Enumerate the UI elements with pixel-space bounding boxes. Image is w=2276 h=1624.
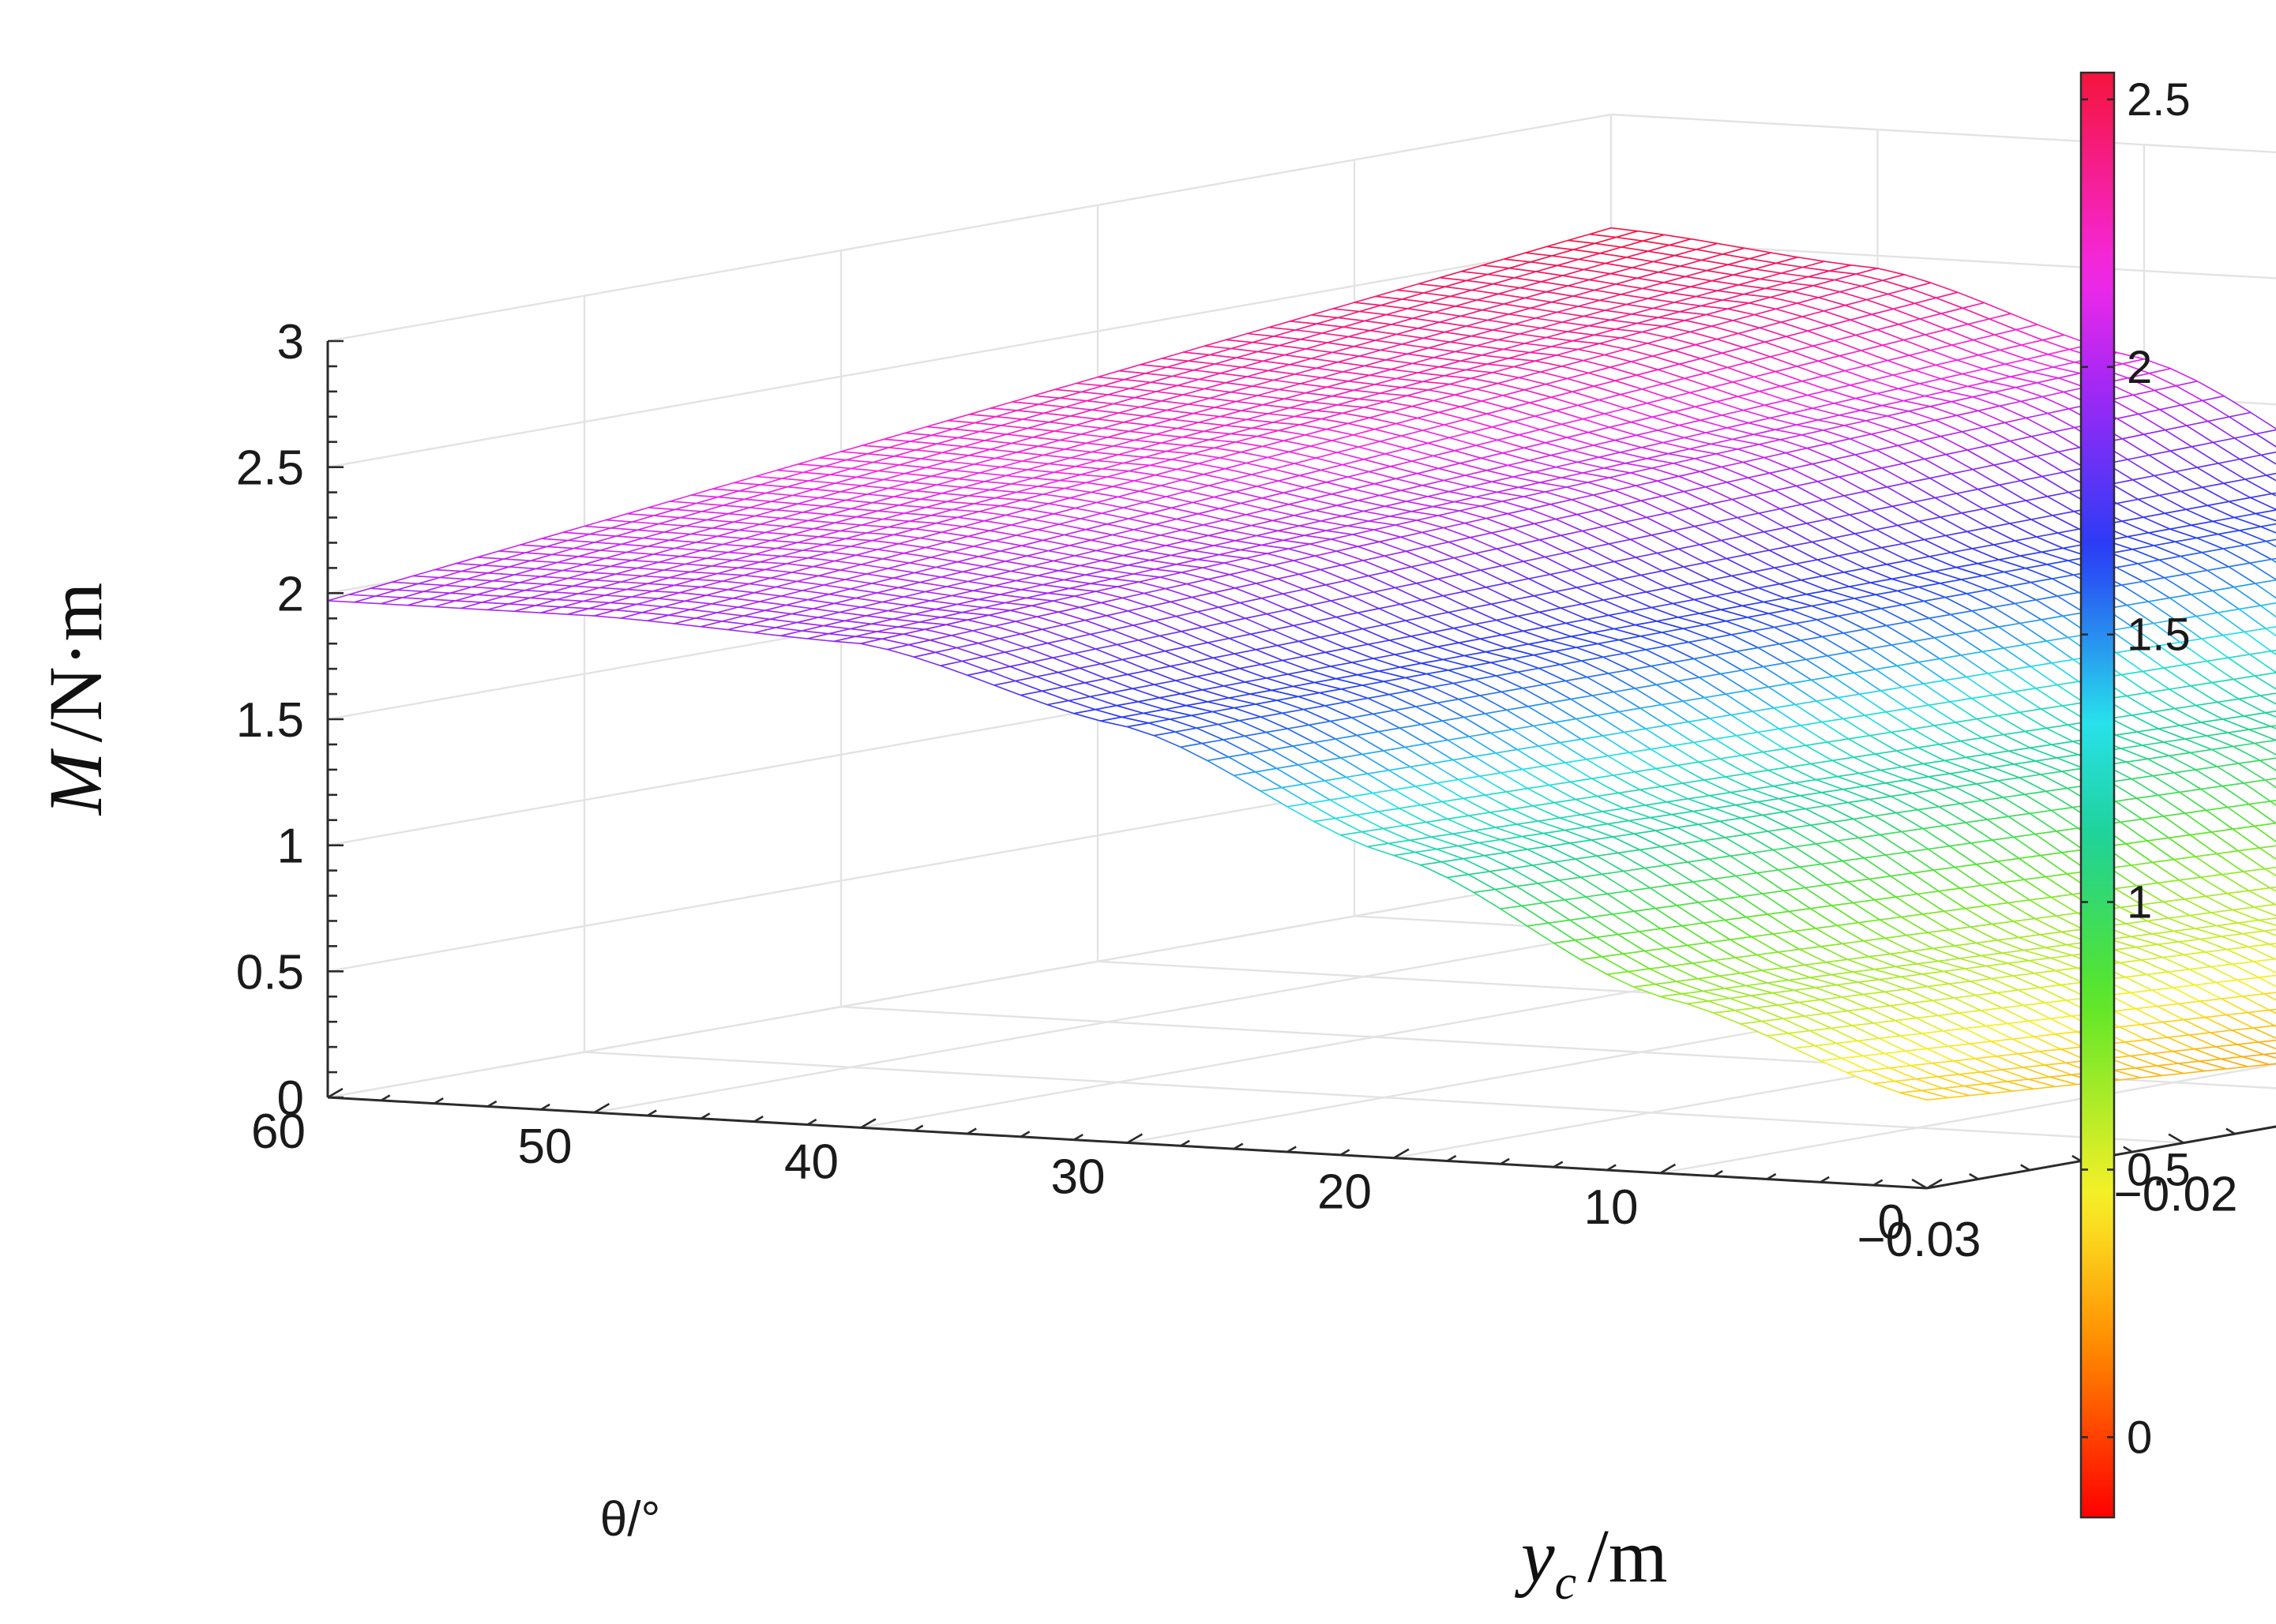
colorbar-bar — [2079, 71, 2116, 1519]
side-wall-gridline — [1610, 239, 2276, 279]
theta-axis-title: θ/° — [600, 1492, 661, 1547]
theta-tick-label: 30 — [1051, 1150, 1106, 1205]
theta-tick-label: 60 — [251, 1105, 306, 1159]
yc-tick-label: −0.03 — [1857, 1213, 1981, 1267]
back-wall-gridline — [327, 239, 1612, 468]
colorbar-tick-label: 0.5 — [2127, 1144, 2191, 1195]
floor-gridline — [1660, 1063, 2276, 1175]
surface-mesh — [327, 227, 2276, 1101]
colorbar-tick-label: 1.5 — [2127, 609, 2191, 661]
yc-axis-tick — [1969, 1172, 1979, 1180]
z-axis-title-unit: /N·m — [33, 583, 118, 743]
z-tick-label: 1.5 — [236, 693, 304, 748]
z-tick-label: 2 — [277, 567, 304, 621]
back-wall-gridline — [327, 869, 1612, 1099]
theta-tick-label: 20 — [1317, 1165, 1372, 1220]
z-axis-title: M/N·m — [33, 583, 118, 817]
z-tick-label: 0.5 — [236, 945, 304, 1000]
theta-tick-label: 50 — [518, 1120, 573, 1174]
colorbar-tick-label: 1 — [2127, 877, 2152, 928]
theta-tick-label: 10 — [1584, 1180, 1639, 1235]
colorbar-tick-label: 2 — [2127, 342, 2152, 393]
yc-axis-title-subscript: c — [1555, 1556, 1577, 1610]
yc-axis-tick — [2225, 1127, 2236, 1135]
colorbar-tick-label: 0 — [2127, 1412, 2152, 1463]
z-tick-label: 1 — [277, 820, 304, 874]
theta-tick-label: 40 — [784, 1135, 839, 1189]
yc-axis-title-unit: /m — [1587, 1513, 1667, 1598]
yc-axis-title-symbol: y — [1514, 1513, 1555, 1598]
yc-axis-tick — [2071, 1154, 2082, 1162]
side-wall-gridline — [1610, 113, 2276, 154]
colorbar-tick-label: 2.5 — [2127, 74, 2191, 126]
yc-axis-title: yc/m — [1514, 1513, 1667, 1610]
yc-axis-tick — [2020, 1164, 2030, 1172]
z-axis-title-symbol: M — [33, 748, 118, 816]
z-tick-label: 3 — [277, 315, 304, 369]
z-tick-label: 2.5 — [236, 441, 304, 496]
back-wall-gridline — [327, 113, 1612, 343]
